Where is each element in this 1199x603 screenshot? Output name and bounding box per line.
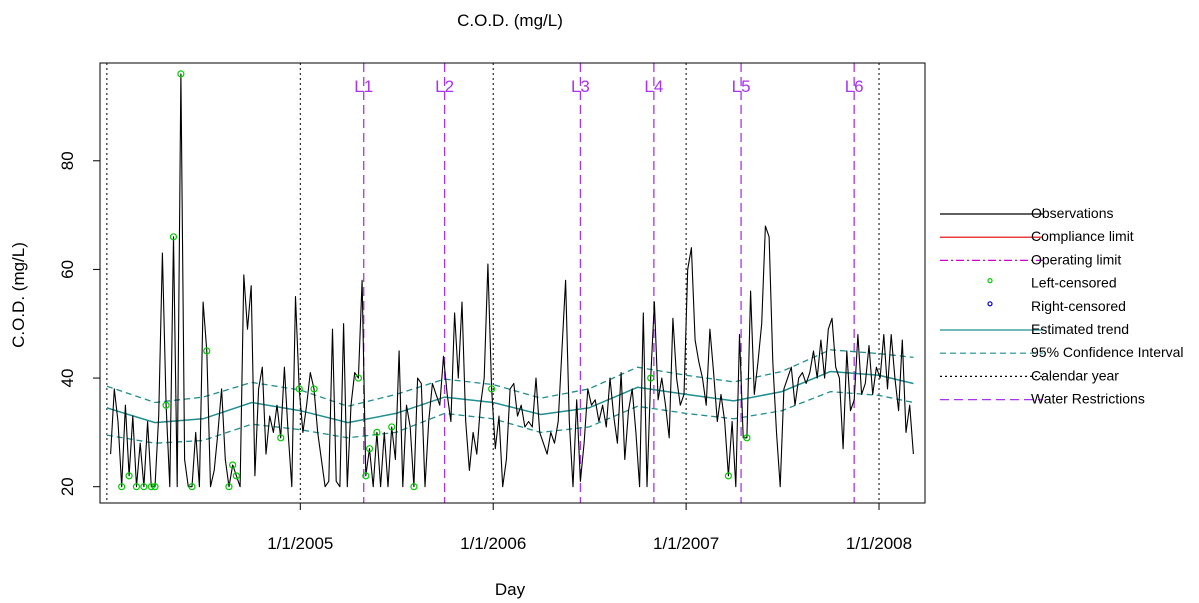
ci-upper-line bbox=[106, 349, 914, 407]
legend-swatch bbox=[987, 301, 993, 307]
water-restriction-label: L4 bbox=[644, 77, 663, 96]
water-restriction-label: L2 bbox=[435, 77, 454, 96]
left-censored-point bbox=[410, 483, 418, 491]
observations-group bbox=[110, 73, 914, 488]
left-censored-point bbox=[169, 233, 178, 241]
observations-line bbox=[110, 73, 914, 488]
left-censored-point bbox=[310, 385, 318, 393]
x-tick-label: 1/1/2005 bbox=[267, 534, 333, 553]
left-censored-point bbox=[354, 374, 363, 382]
legend-label: Calendar year bbox=[1031, 367, 1119, 383]
x-tick-label: 1/1/2008 bbox=[846, 534, 912, 553]
water-restriction-label: L6 bbox=[845, 77, 864, 96]
left-censored-point bbox=[295, 385, 303, 393]
left-censored-point bbox=[118, 483, 126, 491]
water-restriction-label: L3 bbox=[571, 77, 590, 96]
axes: 20 40 60 80 1/1/2005 1/1/2006 1/1/2007 1/1/2008 bbox=[58, 62, 926, 553]
water-restriction-label: L5 bbox=[732, 77, 751, 96]
left-censored-point bbox=[162, 401, 170, 409]
legend-swatch bbox=[987, 278, 993, 284]
legend-label: Water Restrictions bbox=[1031, 391, 1145, 407]
left-censored-point bbox=[140, 483, 148, 491]
x-axis-label: Day bbox=[495, 580, 526, 599]
legend-label: Compliance limit bbox=[1031, 228, 1134, 244]
calendar-year-lines bbox=[106, 63, 880, 503]
left-censored-point bbox=[177, 70, 185, 78]
left-censored-point bbox=[362, 472, 370, 480]
y-tick-label: 40 bbox=[58, 369, 77, 388]
left-censored-point bbox=[365, 445, 374, 453]
x-tick-label: 1/1/2007 bbox=[653, 534, 719, 553]
left-censored-point bbox=[229, 461, 237, 469]
left-censored-point bbox=[743, 434, 751, 442]
left-censored-point bbox=[132, 483, 141, 491]
left-censored-point bbox=[647, 374, 655, 382]
left-censored-point bbox=[225, 483, 233, 491]
confidence-interval-bands bbox=[106, 349, 914, 444]
water-restriction-label: L1 bbox=[354, 77, 373, 96]
legend-label: Left-censored bbox=[1031, 275, 1117, 291]
legend-label: Operating limit bbox=[1031, 251, 1121, 267]
left-censored-point bbox=[203, 347, 211, 355]
left-censored-points bbox=[118, 70, 751, 491]
x-tick-label: 1/1/2006 bbox=[460, 534, 526, 553]
y-tick-label: 60 bbox=[58, 260, 77, 279]
left-censored-point bbox=[277, 434, 285, 442]
legend-box bbox=[937, 189, 1196, 425]
y-tick-label: 20 bbox=[58, 477, 77, 496]
water-restriction-lines: L1 L2 L3 L4 L5 L6 bbox=[354, 63, 864, 503]
legend-label: Observations bbox=[1031, 205, 1113, 221]
left-censored-point bbox=[147, 483, 155, 491]
y-axis-label: C.O.D. (mg/L) bbox=[9, 242, 28, 348]
left-censored-point bbox=[232, 472, 240, 480]
legend: Observations Compliance limit Operating li… bbox=[937, 189, 1196, 425]
legend-label: Estimated trend bbox=[1031, 321, 1129, 337]
legend-label: Right-censored bbox=[1031, 298, 1126, 314]
ci-lower-line bbox=[106, 390, 914, 444]
left-censored-point bbox=[188, 483, 196, 491]
left-censored-point bbox=[125, 472, 133, 480]
y-tick-label: 80 bbox=[58, 151, 77, 170]
legend-label: 95% Confidence Interval bbox=[1031, 344, 1184, 360]
chart-title: C.O.D. (mg/L) bbox=[457, 11, 563, 30]
left-censored-point bbox=[388, 423, 396, 431]
plot-frame bbox=[99, 62, 926, 504]
left-censored-point bbox=[373, 428, 381, 436]
left-censored-point bbox=[488, 385, 496, 393]
left-censored-point bbox=[151, 483, 159, 491]
left-censored-point bbox=[724, 472, 732, 480]
